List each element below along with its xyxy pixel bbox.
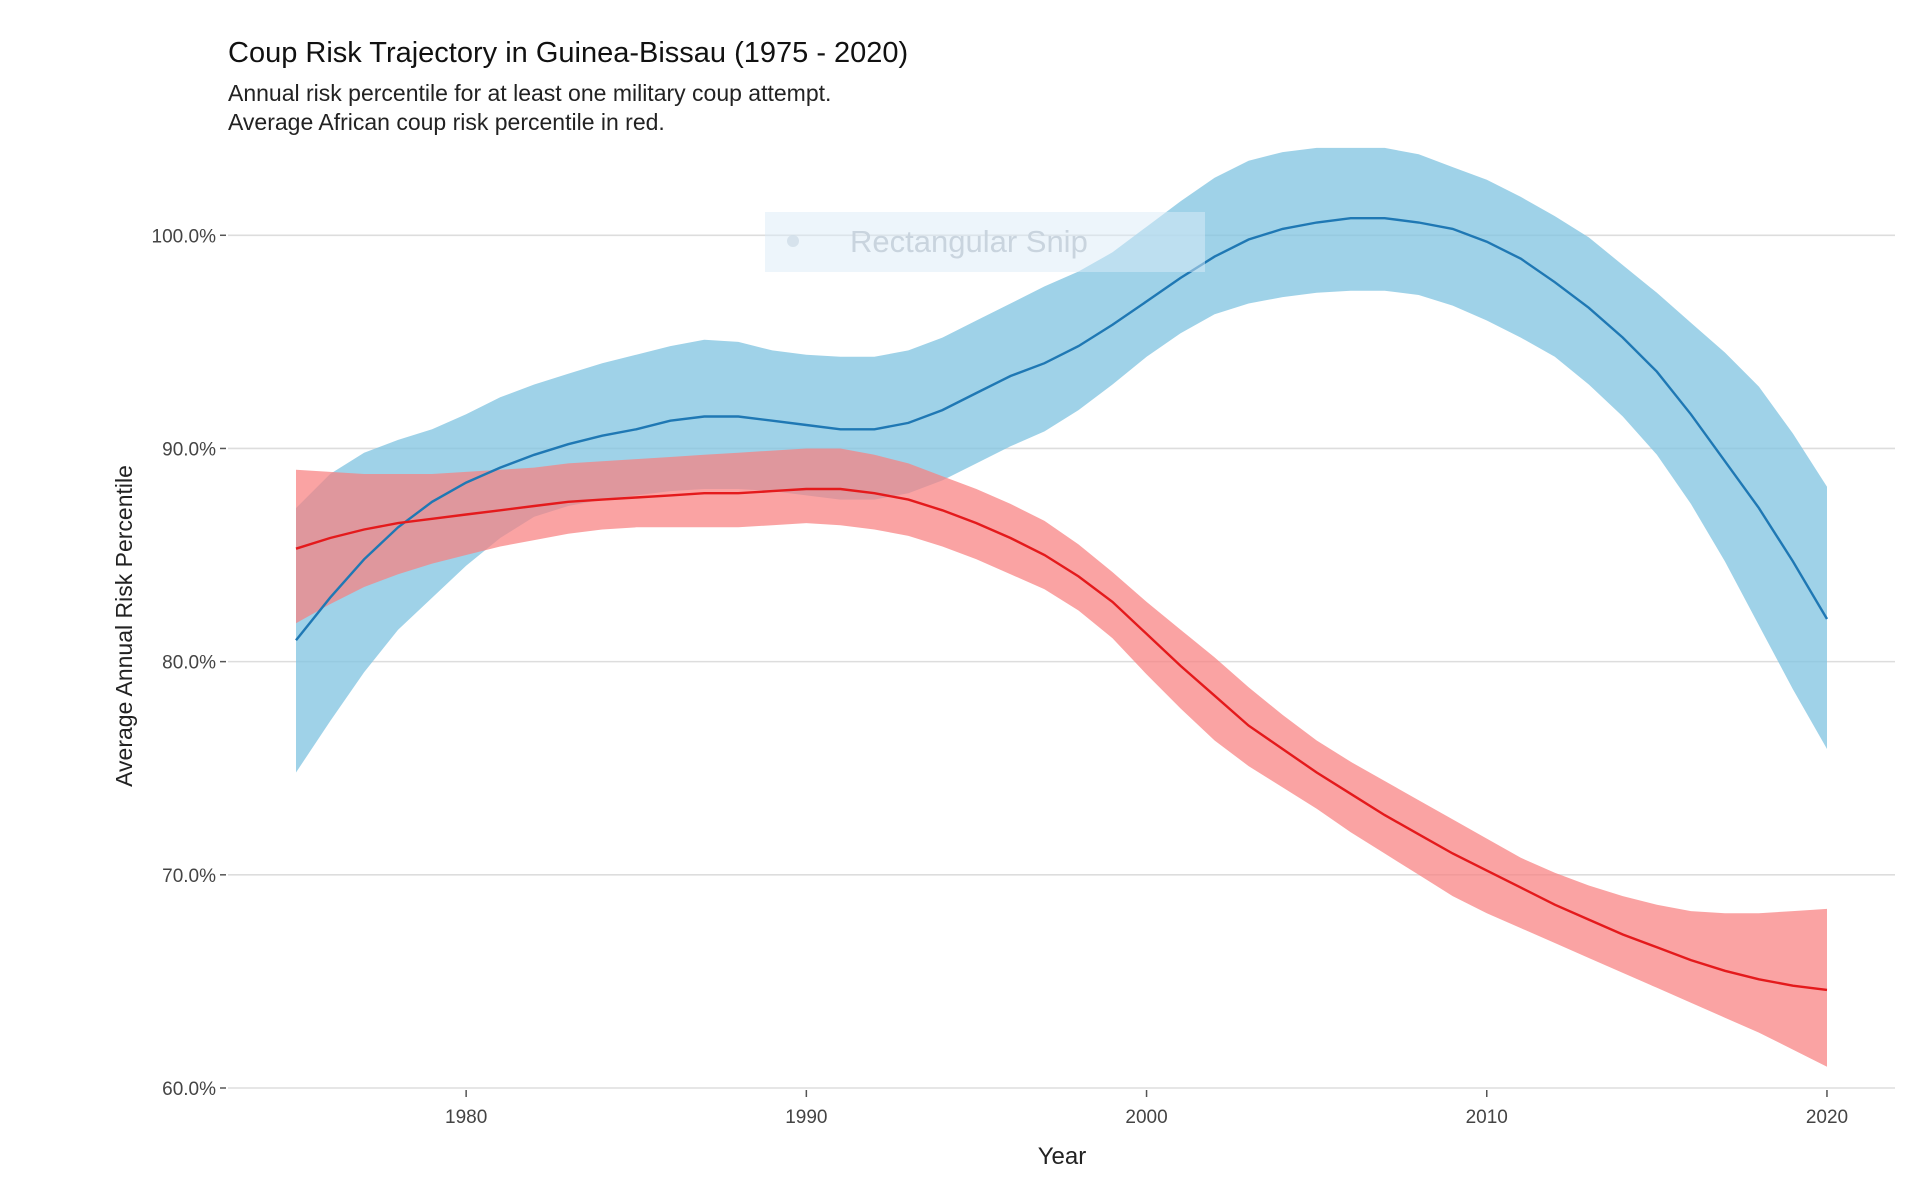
x-axis-label: Year xyxy=(1038,1143,1087,1170)
x-tick-label-1: 1990 xyxy=(785,1107,827,1128)
y-tick-label-0: 60.0% xyxy=(162,1079,216,1100)
confidence-ribbons xyxy=(296,147,1827,1067)
series-lines xyxy=(295,216,1829,992)
y-tick-label-4: 100.0% xyxy=(152,226,217,247)
guinea-bissau-ribbon xyxy=(296,147,1827,773)
x-axis-ticks: 1980 1990 2000 2010 2020 xyxy=(445,1090,1848,1128)
y-axis-ticks: 60.0% 70.0% 80.0% 90.0% 100.0% xyxy=(152,226,226,1100)
y-axis-label: Average Annual Risk Percentile xyxy=(111,465,137,787)
snip-dot-icon xyxy=(787,235,799,247)
y-tick-label-1: 70.0% xyxy=(162,866,216,887)
chart-subtitle-line-1: Annual risk percentile for at least one … xyxy=(228,80,831,106)
guinea-bissau-line xyxy=(295,216,1829,642)
x-tick-label-3: 2010 xyxy=(1466,1107,1508,1128)
x-tick-label-0: 1980 xyxy=(445,1107,487,1128)
x-tick-label-4: 2020 xyxy=(1806,1107,1848,1128)
african-average-ribbon xyxy=(296,448,1827,1067)
y-tick-label-2: 80.0% xyxy=(162,653,216,674)
snip-overlay-label: Rectangular Snip xyxy=(850,224,1088,259)
y-tick-label-3: 90.0% xyxy=(162,439,216,460)
chart-title: Coup Risk Trajectory in Guinea-Bissau (1… xyxy=(228,37,908,69)
snip-overlay[interactable]: Rectangular Snip xyxy=(765,212,1205,272)
african-average-line xyxy=(295,487,1828,992)
snip-overlay-box xyxy=(765,212,1205,272)
x-tick-label-2: 2000 xyxy=(1125,1107,1167,1128)
chart-subtitle-line-2: Average African coup risk percentile in … xyxy=(228,109,665,135)
